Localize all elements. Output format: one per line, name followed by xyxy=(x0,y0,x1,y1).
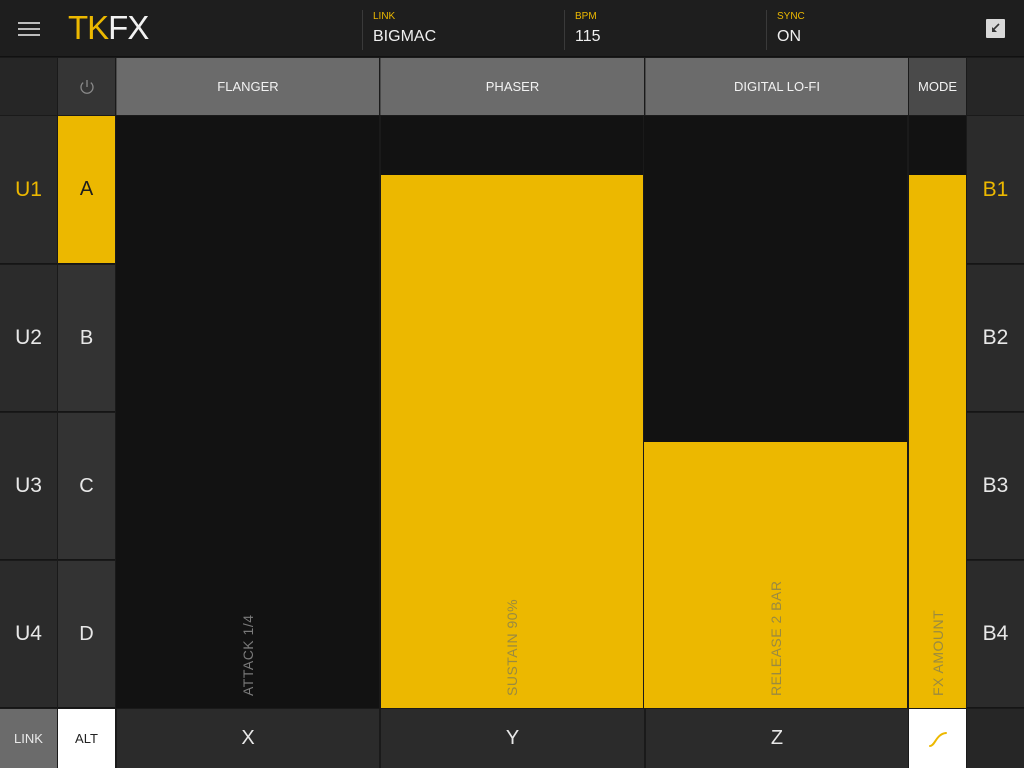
b2-button[interactable]: B2 xyxy=(967,265,1024,412)
b4-button[interactable]: B4 xyxy=(967,561,1024,708)
b1-button[interactable]: B1 xyxy=(967,116,1024,264)
alt-button[interactable]: ALT xyxy=(58,709,115,768)
y-button[interactable]: Y xyxy=(380,709,644,768)
tab-phaser[interactable]: PHASER xyxy=(380,58,644,115)
attack-slider[interactable]: ATTACK 1/4 xyxy=(116,116,379,708)
link-field[interactable]: LINK BIGMAC xyxy=(362,10,562,50)
u4-button[interactable]: U4 xyxy=(0,561,57,708)
tab-digital-lo-fi[interactable]: DIGITAL LO-FI xyxy=(645,58,908,115)
bpm-value: 115 xyxy=(575,28,601,45)
x-button[interactable]: X xyxy=(116,709,379,768)
menu-button[interactable] xyxy=(0,0,57,57)
u3-button[interactable]: U3 xyxy=(0,413,57,560)
link-label: LINK xyxy=(373,11,396,22)
hamburger-icon xyxy=(17,21,40,24)
z-button[interactable]: Z xyxy=(645,709,908,768)
sync-label: SYNC xyxy=(777,11,805,22)
top-bar: TKFX LINK BIGMAC BPM 115 SYNC ON xyxy=(0,0,1024,57)
release-slider-fill xyxy=(644,441,907,708)
b-button[interactable]: B xyxy=(58,265,115,412)
app-logo: TKFX xyxy=(68,9,149,46)
curve-icon xyxy=(928,731,947,747)
sustain-slider-fill xyxy=(381,175,643,708)
c-button[interactable]: C xyxy=(58,413,115,560)
sync-field[interactable]: SYNC ON xyxy=(766,10,966,50)
corner-top-left xyxy=(0,58,57,115)
release-label: RELEASE 2 BAR xyxy=(767,580,784,696)
power-icon xyxy=(79,79,94,94)
sustain-slider[interactable]: SUSTAIN 90% xyxy=(381,116,643,708)
bpm-field[interactable]: BPM 115 xyxy=(564,10,764,50)
mode-button[interactable]: MODE xyxy=(909,58,966,115)
fx-amount-label: FX AMOUNT xyxy=(929,609,946,696)
corner-top-right xyxy=(967,58,1024,115)
d-button[interactable]: D xyxy=(58,561,115,708)
tab-flanger[interactable]: FLANGER xyxy=(116,58,379,115)
fx-amount-slider[interactable]: FX AMOUNT xyxy=(909,116,966,708)
collapse-button[interactable] xyxy=(986,19,1005,38)
curve-button[interactable] xyxy=(909,709,966,768)
bpm-label: BPM xyxy=(575,11,597,22)
fx-amount-slider-fill xyxy=(909,175,966,708)
attack-label: ATTACK 1/4 xyxy=(239,614,256,696)
sustain-label: SUSTAIN 90% xyxy=(504,598,520,696)
corner-bottom-right xyxy=(967,709,1024,768)
u2-button[interactable]: U2 xyxy=(0,265,57,412)
collapse-arrow-icon xyxy=(992,23,1000,32)
power-button[interactable] xyxy=(58,58,115,115)
sync-value: ON xyxy=(777,28,801,45)
u1-button[interactable]: U1 xyxy=(0,116,57,264)
b3-button[interactable]: B3 xyxy=(967,413,1024,560)
release-slider[interactable]: RELEASE 2 BAR xyxy=(644,116,907,708)
link-value: BIGMAC xyxy=(373,28,437,45)
link-button[interactable]: LINK xyxy=(0,709,57,768)
a-button[interactable]: A xyxy=(58,116,115,264)
